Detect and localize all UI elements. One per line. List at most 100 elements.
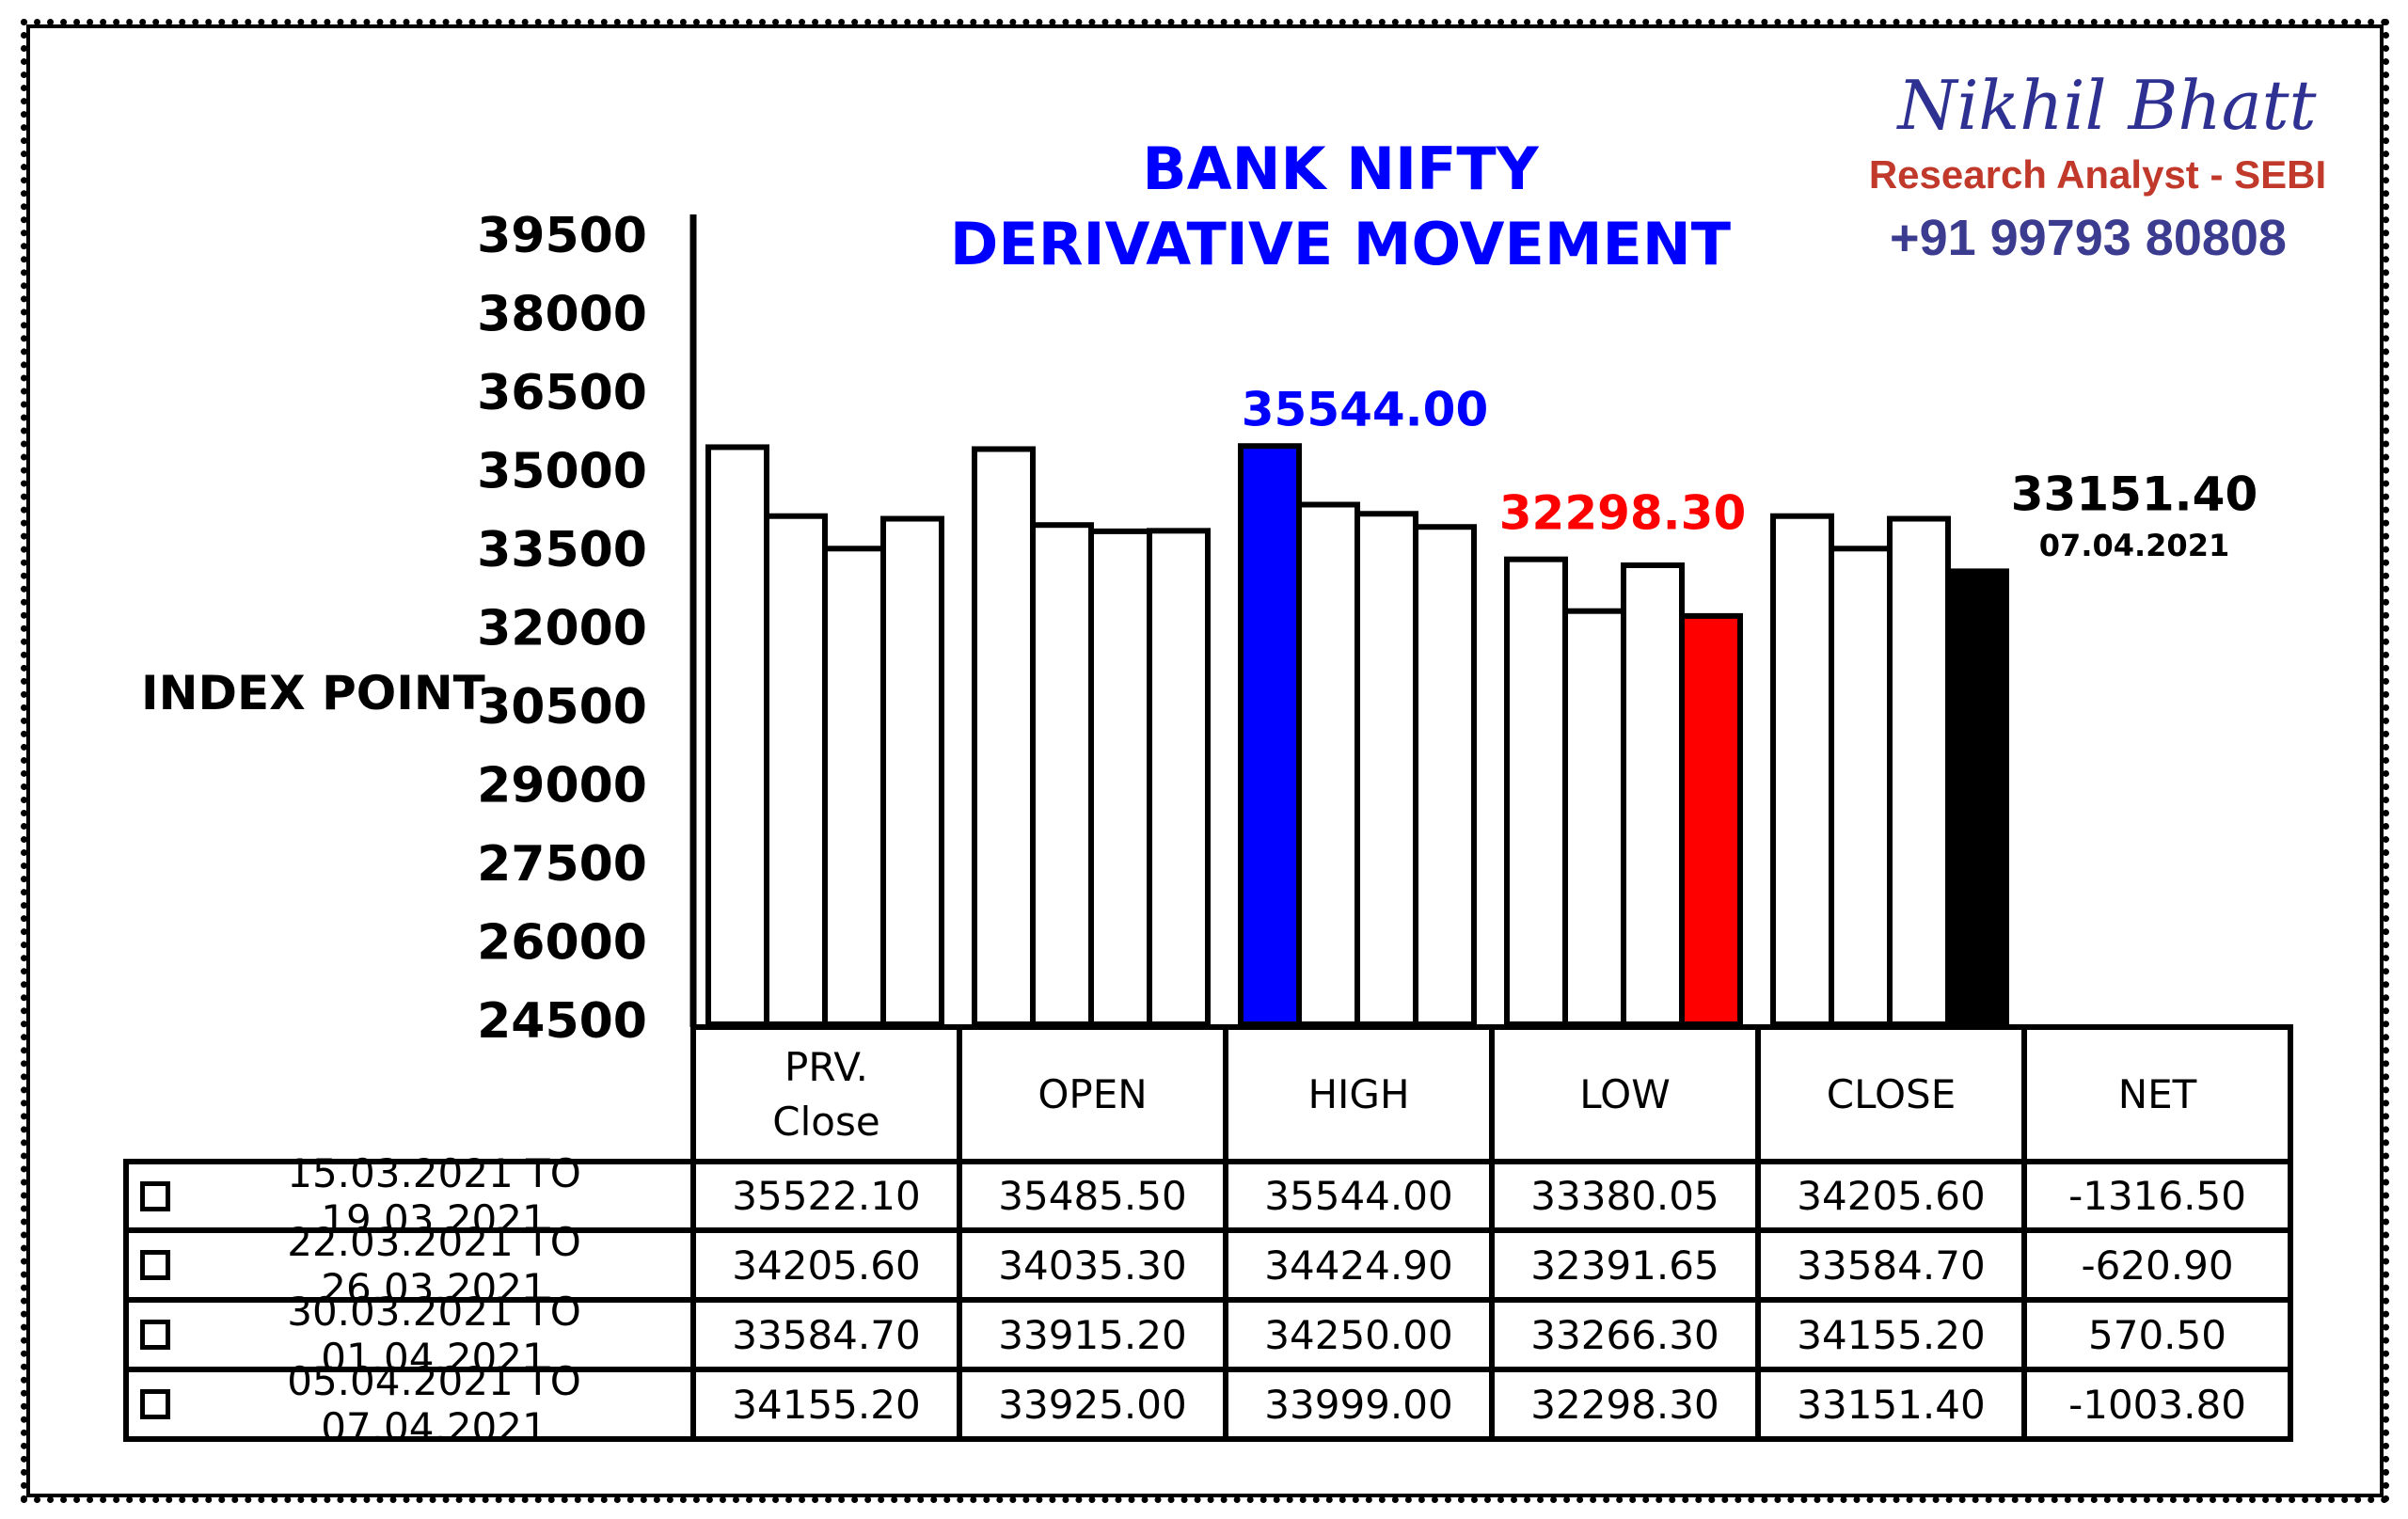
table-cell: 33999.00 xyxy=(1223,1367,1495,1442)
row-label: 05.04.2021 TO 07.04.2021 xyxy=(123,1358,696,1450)
table-cell: 35544.00 xyxy=(1223,1159,1495,1233)
bar xyxy=(1621,562,1685,1027)
table-cell-text: 34250.00 xyxy=(1264,1311,1453,1358)
table-cell: 32391.65 xyxy=(1489,1227,1761,1303)
row-label: 30.03.2021 TO 01.04.2021 xyxy=(123,1289,696,1381)
table-cell-text: 34205.60 xyxy=(732,1242,921,1289)
table-cell-text: 33266.30 xyxy=(1530,1311,1719,1358)
bar xyxy=(1679,612,1743,1028)
y-tick-label: 38000 xyxy=(477,287,647,343)
legend-box xyxy=(140,1320,170,1350)
y-tick-label: 27500 xyxy=(477,836,647,893)
column-header-text: HIGH xyxy=(1307,1070,1410,1117)
table-cell-text: 32391.65 xyxy=(1530,1242,1719,1289)
annotation: 32298.30 xyxy=(1499,486,1747,541)
bar xyxy=(1147,528,1211,1027)
y-tick-label: 24500 xyxy=(477,993,647,1050)
table-cell-text: 34155.20 xyxy=(732,1381,921,1428)
table-cell: 33925.00 xyxy=(957,1367,1228,1442)
brand-phone: +91 99793 80808 xyxy=(1890,210,2287,266)
bar xyxy=(1030,522,1094,1027)
column-header: CLOSE xyxy=(1755,1024,2027,1164)
table-cell: 33380.05 xyxy=(1489,1159,1761,1233)
brand-role: Research Analyst - SEBI xyxy=(1868,152,2327,197)
bar xyxy=(972,446,1036,1028)
bar xyxy=(1238,443,1302,1027)
table-cell-text: 35544.00 xyxy=(1264,1173,1453,1219)
table-cell-text: -1316.50 xyxy=(2068,1173,2246,1219)
table-cell-text: 33584.70 xyxy=(732,1311,921,1358)
annotation: 33151.40 xyxy=(2011,467,2258,522)
table-cell: 34035.30 xyxy=(957,1227,1228,1303)
table-cell-text: 35485.50 xyxy=(998,1173,1187,1219)
table-cell-text: 34424.90 xyxy=(1264,1242,1453,1289)
table-cell: 35522.10 xyxy=(690,1159,962,1233)
column-header: NET xyxy=(2021,1024,2293,1164)
bar xyxy=(705,444,769,1027)
table-cell: 34424.90 xyxy=(1223,1227,1495,1303)
y-tick-label: 29000 xyxy=(477,758,647,815)
table-cell: 34155.20 xyxy=(1755,1297,2027,1372)
annotation: 07.04.2021 xyxy=(2039,528,2229,563)
y-tick-label: 36500 xyxy=(477,365,647,421)
legend-box xyxy=(140,1180,170,1211)
y-tick-label: 35000 xyxy=(477,444,647,500)
legend-box xyxy=(140,1250,170,1280)
table-cell: -1316.50 xyxy=(2021,1159,2293,1233)
bar xyxy=(1354,511,1418,1027)
table-cell-text: 570.50 xyxy=(2088,1311,2226,1358)
table-cell-text: 34205.60 xyxy=(1797,1173,1986,1219)
series-name: 22.03.2021 TO 26.03.2021 xyxy=(287,1219,581,1311)
table-cell: 32298.30 xyxy=(1489,1367,1761,1442)
annotation: 35544.00 xyxy=(1242,383,1489,437)
y-tick-label: 26000 xyxy=(477,915,647,972)
bar xyxy=(1770,513,1834,1027)
table-cell: 33584.70 xyxy=(690,1297,962,1372)
table-cell-text: 33380.05 xyxy=(1530,1173,1719,1219)
bar xyxy=(880,515,944,1027)
table-cell: 34205.60 xyxy=(1755,1159,2027,1233)
column-header-text: CLOSE xyxy=(1826,1070,1956,1117)
table-cell-text: 33584.70 xyxy=(1797,1242,1986,1289)
column-header-text: LOW xyxy=(1579,1070,1671,1117)
column-header-text: PRV. Close xyxy=(772,1043,880,1145)
table-cell: -620.90 xyxy=(2021,1227,2293,1303)
bar xyxy=(1829,546,1893,1027)
bar xyxy=(1296,501,1360,1027)
bar xyxy=(1562,608,1626,1027)
column-header: OPEN xyxy=(957,1024,1228,1164)
column-header-text: NET xyxy=(2117,1070,2197,1117)
y-tick-label: 33500 xyxy=(477,522,647,578)
bar xyxy=(764,513,828,1027)
table-cell-text: 33151.40 xyxy=(1797,1381,1986,1428)
bar xyxy=(822,546,886,1027)
bar xyxy=(1887,515,1951,1027)
table-cell: 33584.70 xyxy=(1755,1227,2027,1303)
table-cell-text: 33915.20 xyxy=(998,1311,1187,1358)
table-cell: 33266.30 xyxy=(1489,1297,1761,1372)
table-cell-text: 32298.30 xyxy=(1530,1381,1719,1428)
table-cell: 570.50 xyxy=(2021,1297,2293,1372)
table-cell-text: -620.90 xyxy=(2081,1242,2234,1289)
table-cell: -1003.80 xyxy=(2021,1367,2293,1442)
y-axis-label: INDEX POINT xyxy=(141,666,485,720)
series-name: 05.04.2021 TO 07.04.2021 xyxy=(287,1358,581,1450)
table-cell-text: -1003.80 xyxy=(2068,1381,2246,1428)
column-header-text: OPEN xyxy=(1038,1070,1148,1117)
table-cell-text: 34035.30 xyxy=(998,1242,1187,1289)
table-cell: 34250.00 xyxy=(1223,1297,1495,1372)
bar xyxy=(1088,528,1152,1027)
bar xyxy=(1413,524,1477,1027)
table-cell: 33151.40 xyxy=(1755,1367,2027,1442)
table-cell: 34155.20 xyxy=(690,1367,962,1442)
chart-title: BANK NIFTY DERIVATIVE MOVEMENT xyxy=(949,134,1732,278)
y-tick-label: 39500 xyxy=(477,208,647,264)
table-cell: 35485.50 xyxy=(957,1159,1228,1233)
column-header: HIGH xyxy=(1223,1024,1495,1164)
table-cell-text: 34155.20 xyxy=(1797,1311,1986,1358)
bar xyxy=(1945,568,2009,1027)
legend-box xyxy=(140,1389,170,1419)
bar xyxy=(1504,556,1568,1028)
column-header: LOW xyxy=(1489,1024,1761,1164)
